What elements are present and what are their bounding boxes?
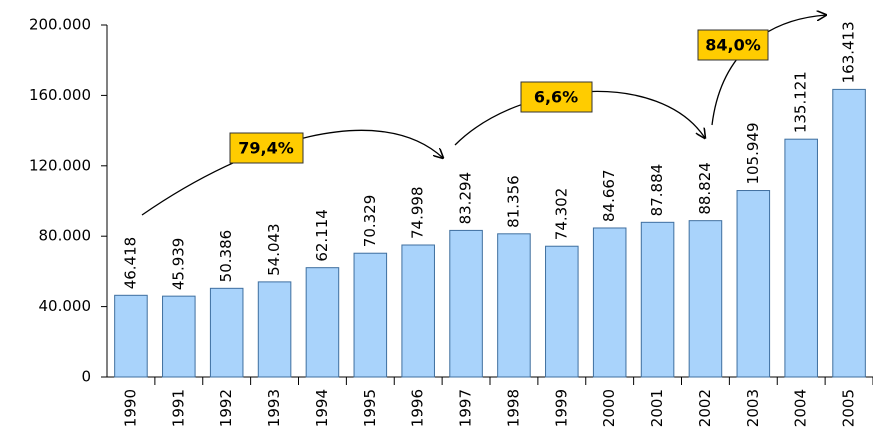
annotation: 79,4%	[238, 139, 294, 158]
value-label: 163.413	[840, 21, 858, 83]
value-label: 84.667	[600, 169, 618, 222]
bar	[449, 229, 483, 378]
x-tick-label: 1990	[121, 389, 139, 427]
value-label: 54.043	[265, 223, 283, 276]
x-tick-label: 2000	[600, 389, 618, 427]
y-tick-label: 160.000	[29, 86, 91, 104]
bar	[688, 220, 723, 378]
x-tick-label: 2004	[792, 389, 810, 427]
value-label: 74.998	[409, 187, 427, 240]
annotation: 6,6%	[534, 88, 578, 107]
value-label: 81.356	[504, 175, 522, 228]
bar	[832, 88, 866, 378]
value-label: 83.294	[457, 172, 475, 225]
x-tick-label: 1994	[313, 389, 331, 427]
bar	[401, 244, 435, 378]
x-tick-label: 1995	[361, 389, 379, 427]
bar	[209, 287, 244, 378]
value-label: 74.302	[552, 188, 570, 241]
bar	[114, 294, 148, 378]
x-tick-label: 1993	[265, 389, 283, 427]
annotation: 84,0%	[705, 36, 761, 55]
annotation-box	[229, 132, 304, 164]
bar	[640, 221, 675, 378]
bar	[353, 252, 388, 378]
bar	[162, 295, 196, 378]
bar	[736, 190, 771, 378]
value-label: 70.329	[361, 195, 379, 248]
annotation-box	[697, 29, 769, 61]
value-label: 45.939	[169, 238, 187, 291]
value-label: 105.949	[744, 122, 762, 184]
x-tick-label: 1996	[409, 389, 427, 427]
bar	[257, 281, 292, 378]
x-tick-label: 1992	[217, 389, 235, 427]
bar	[545, 245, 579, 378]
y-tick-label: 120.000	[29, 156, 91, 174]
x-tick-label: 2003	[744, 389, 762, 427]
annotations: 79,4% 6,6% 84,0%	[229, 29, 769, 164]
x-tick-label: 1999	[552, 389, 570, 427]
x-tick-label: 1997	[457, 389, 475, 427]
bar	[592, 227, 627, 378]
arrow	[141, 129, 443, 216]
annotation-box	[520, 81, 593, 113]
value-label: 50.386	[217, 230, 235, 283]
x-tick-label: 1998	[504, 389, 522, 427]
y-tick-label: 200.000	[29, 16, 91, 34]
x-tick-label: 2005	[840, 389, 858, 427]
value-label: 46.418	[121, 237, 139, 290]
y-tick-label: 40.000	[39, 297, 92, 315]
value-label: 88.824	[696, 162, 714, 215]
x-tick-label: 1991	[169, 389, 187, 427]
value-label: 62.114	[313, 209, 331, 262]
value-label: 135.121	[792, 71, 810, 133]
y-tick-label: 0	[81, 368, 91, 386]
bar	[305, 267, 340, 378]
x-tick-label: 2001	[648, 389, 666, 427]
x-tick-label: 2002	[696, 389, 714, 427]
bar	[497, 233, 531, 378]
value-label: 87.884	[648, 164, 666, 217]
bar	[784, 138, 818, 378]
y-tick-label: 80.000	[39, 227, 92, 245]
